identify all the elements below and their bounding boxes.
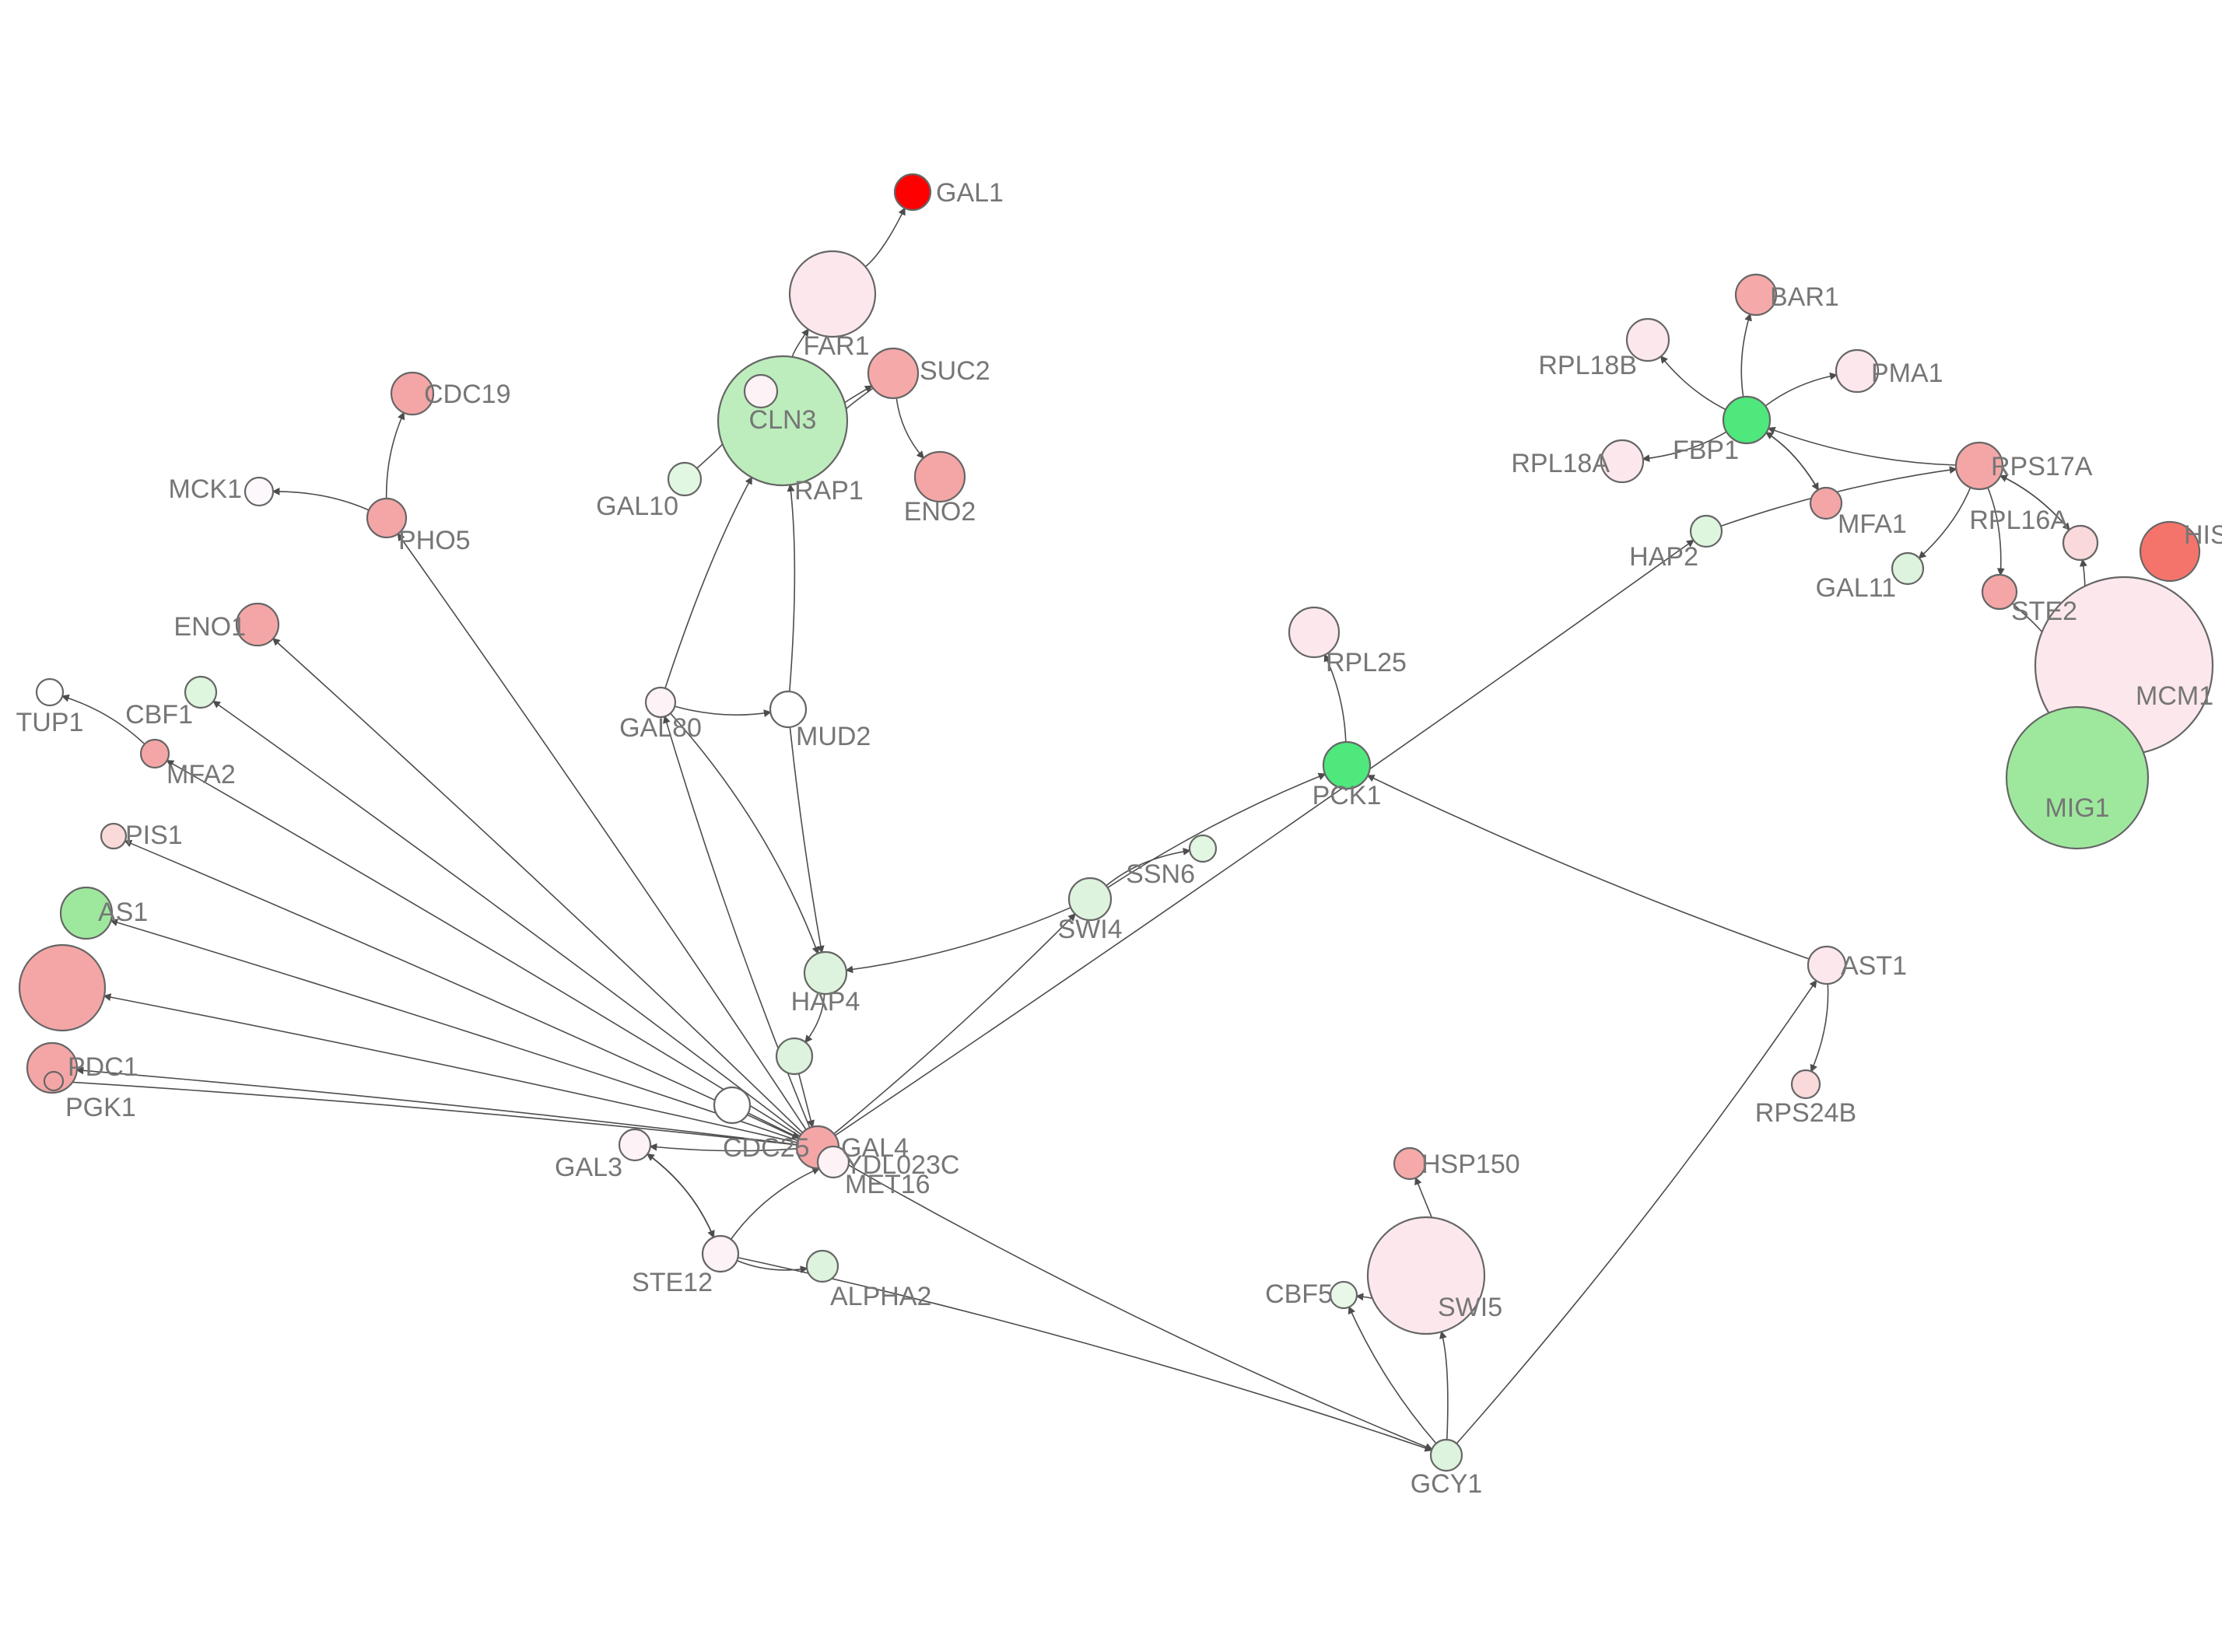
svg-text:SWI4: SWI4 xyxy=(1057,915,1122,944)
svg-text:ALPHA2: ALPHA2 xyxy=(830,1282,931,1311)
svg-text:STE2: STE2 xyxy=(2011,597,2077,626)
svg-text:GAL11: GAL11 xyxy=(1816,573,1896,603)
svg-text:GAL1: GAL1 xyxy=(936,178,1004,208)
svg-text:TUP1: TUP1 xyxy=(16,708,84,737)
svg-text:AS1: AS1 xyxy=(98,898,148,927)
svg-text:ENO2: ENO2 xyxy=(904,497,976,527)
svg-text:SUC2: SUC2 xyxy=(920,356,990,386)
svg-text:GAL10: GAL10 xyxy=(596,492,678,521)
svg-text:MFA2: MFA2 xyxy=(166,760,236,789)
svg-text:SSN6: SSN6 xyxy=(1126,859,1195,889)
svg-text:GCY1: GCY1 xyxy=(1411,1469,1483,1499)
svg-text:MCM1: MCM1 xyxy=(2136,681,2213,711)
svg-text:CLN3: CLN3 xyxy=(749,405,817,435)
svg-text:GAL3: GAL3 xyxy=(555,1153,622,1182)
svg-text:RAP1: RAP1 xyxy=(794,476,864,506)
svg-text:HSP150: HSP150 xyxy=(1421,1150,1520,1179)
svg-text:STE12: STE12 xyxy=(632,1268,713,1297)
svg-text:MUD2: MUD2 xyxy=(796,722,871,751)
svg-text:MIG1: MIG1 xyxy=(2045,793,2109,823)
svg-text:CBF1: CBF1 xyxy=(125,700,193,730)
svg-text:HIS4: HIS4 xyxy=(2184,520,2222,550)
svg-text:CDC25: CDC25 xyxy=(723,1133,809,1163)
svg-text:BAR1: BAR1 xyxy=(1770,282,1839,312)
svg-text:PDC1: PDC1 xyxy=(68,1052,138,1082)
svg-text:HAP4: HAP4 xyxy=(791,987,860,1017)
svg-text:PMA1: PMA1 xyxy=(1871,359,1943,388)
svg-text:RPL18B: RPL18B xyxy=(1538,351,1637,380)
svg-text:ENO1: ENO1 xyxy=(173,612,246,642)
svg-text:GAL80: GAL80 xyxy=(619,713,702,743)
svg-text:PHO5: PHO5 xyxy=(398,526,471,555)
svg-text:AST1: AST1 xyxy=(1841,951,1907,981)
svg-text:RPS24B: RPS24B xyxy=(1755,1098,1856,1128)
svg-text:RPL16A: RPL16A xyxy=(1969,506,2068,535)
svg-text:PGK1: PGK1 xyxy=(65,1093,136,1122)
svg-text:HAP2: HAP2 xyxy=(1629,542,1698,572)
svg-text:RPS17A: RPS17A xyxy=(1991,452,2093,481)
svg-text:FBP1: FBP1 xyxy=(1673,436,1739,465)
svg-text:MCK1: MCK1 xyxy=(169,474,242,504)
svg-text:MFA1: MFA1 xyxy=(1838,509,1907,539)
svg-text:SWI5: SWI5 xyxy=(1438,1293,1502,1322)
svg-text:RPL18A: RPL18A xyxy=(1511,449,1610,478)
svg-text:FAR1: FAR1 xyxy=(803,331,869,361)
svg-text:PIS1: PIS1 xyxy=(125,821,183,850)
svg-text:MET16: MET16 xyxy=(845,1170,931,1199)
svg-text:CBF5: CBF5 xyxy=(1265,1279,1333,1309)
svg-text:CDC19: CDC19 xyxy=(424,380,510,409)
svg-text:RPL25: RPL25 xyxy=(1326,648,1407,677)
svg-text:PCK1: PCK1 xyxy=(1313,781,1382,810)
